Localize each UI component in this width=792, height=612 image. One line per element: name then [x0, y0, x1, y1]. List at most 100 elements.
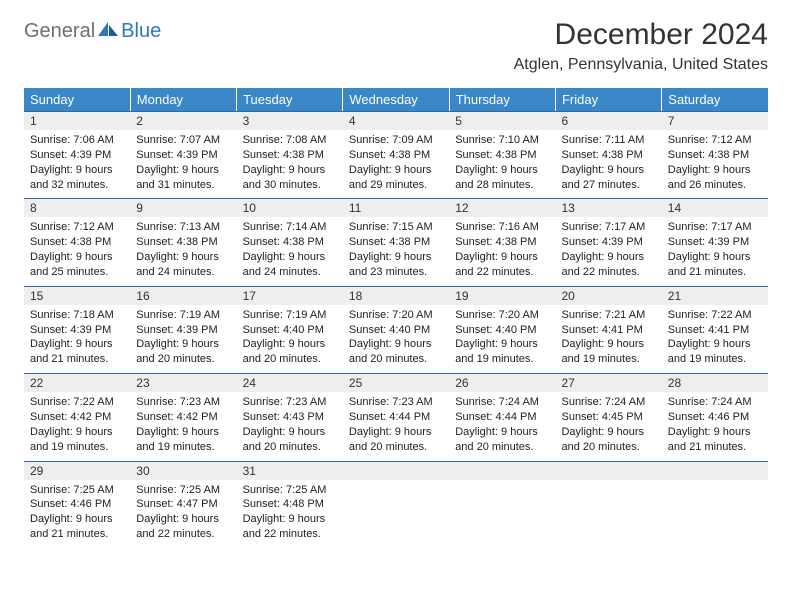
- daylight-line: Daylight: 9 hoursand 20 minutes.: [349, 338, 432, 365]
- daylight-line: Daylight: 9 hoursand 23 minutes.: [349, 251, 432, 278]
- weekday-header: Thursday: [449, 88, 555, 111]
- sunrise-line: Sunrise: 7:25 AM: [30, 484, 114, 496]
- day-number: 15: [24, 286, 130, 305]
- sunset-line: Sunset: 4:39 PM: [561, 236, 642, 248]
- day-number: 20: [555, 286, 661, 305]
- daylight-line: Daylight: 9 hoursand 29 minutes.: [349, 164, 432, 191]
- calendar-day-cell: 10Sunrise: 7:14 AMSunset: 4:38 PMDayligh…: [237, 198, 343, 285]
- day-body: Sunrise: 7:12 AMSunset: 4:38 PMDaylight:…: [662, 130, 768, 198]
- calendar-day-cell: [555, 461, 661, 548]
- day-number: 23: [130, 373, 236, 392]
- day-body: Sunrise: 7:17 AMSunset: 4:39 PMDaylight:…: [662, 217, 768, 285]
- day-body: Sunrise: 7:25 AMSunset: 4:47 PMDaylight:…: [130, 480, 236, 548]
- calendar-day-cell: 23Sunrise: 7:23 AMSunset: 4:42 PMDayligh…: [130, 373, 236, 460]
- sunrise-line: Sunrise: 7:25 AM: [243, 484, 327, 496]
- day-number: 30: [130, 461, 236, 480]
- day-number: 26: [449, 373, 555, 392]
- calendar-day-cell: [662, 461, 768, 548]
- sunrise-line: Sunrise: 7:10 AM: [455, 134, 539, 146]
- day-number: 6: [555, 111, 661, 130]
- day-body: Sunrise: 7:19 AMSunset: 4:39 PMDaylight:…: [130, 305, 236, 373]
- sunrise-line: Sunrise: 7:19 AM: [243, 309, 327, 321]
- calendar-week-row: 8Sunrise: 7:12 AMSunset: 4:38 PMDaylight…: [24, 198, 768, 285]
- sunset-line: Sunset: 4:43 PM: [243, 411, 324, 423]
- day-body: Sunrise: 7:15 AM Sunset: 4:38 PM Daylight:…: [343, 217, 449, 285]
- day-number: 24: [237, 373, 343, 392]
- sunset-line: Sunset: 4:38 PM: [349, 236, 430, 248]
- daylight-line: Daylight: 9 hoursand 20 minutes.: [243, 426, 326, 453]
- day-number: 28: [662, 373, 768, 392]
- day-number: 14: [662, 198, 768, 217]
- day-body: Sunrise: 7:20 AMSunset: 4:40 PMDaylight:…: [343, 305, 449, 373]
- sunrise-line: Sunrise: 7:24 AM: [561, 396, 645, 408]
- day-body: Sunrise: 7:16 AMSunset: 4:38 PMDaylight:…: [449, 217, 555, 285]
- day-body: Sunrise: 7:25 AMSunset: 4:46 PMDaylight:…: [24, 480, 130, 548]
- sunrise-line: Sunrise: 7:15 AM: [349, 221, 433, 233]
- calendar-page: General Blue December 2024 Atglen, Penns…: [0, 0, 792, 612]
- calendar-week-row: 22Sunrise: 7:22 AMSunset: 4:42 PMDayligh…: [24, 373, 768, 460]
- day-body: Sunrise: 7:12 AMSunset: 4:38 PMDaylight:…: [24, 217, 130, 285]
- sunset-line: Sunset: 4:39 PM: [136, 149, 217, 161]
- day-body: Sunrise: 7:23 AMSunset: 4:44 PMDaylight:…: [343, 392, 449, 460]
- day-body: Sunrise: 7:20 AMSunset: 4:40 PMDaylight:…: [449, 305, 555, 373]
- day-body: Sunrise: 7:10 AMSunset: 4:38 PMDaylight:…: [449, 130, 555, 198]
- sunset-line: Sunset: 4:46 PM: [30, 498, 111, 510]
- sunset-line: Sunset: 4:41 PM: [561, 324, 642, 336]
- day-body: Sunrise: 7:17 AMSunset: 4:39 PMDaylight:…: [555, 217, 661, 285]
- logo-text-blue: Blue: [121, 20, 161, 43]
- sunrise-line: Sunrise: 7:14 AM: [243, 221, 327, 233]
- calendar-day-cell: 22Sunrise: 7:22 AMSunset: 4:42 PMDayligh…: [24, 373, 130, 460]
- calendar-day-cell: 29Sunrise: 7:25 AMSunset: 4:46 PMDayligh…: [24, 461, 130, 548]
- day-number: 2: [130, 111, 236, 130]
- daylight-line: Daylight: 9 hoursand 20 minutes.: [136, 338, 219, 365]
- day-number: 11: [343, 198, 449, 217]
- sunrise-line: Sunrise: 7:22 AM: [668, 309, 752, 321]
- daylight-line: Daylight: 9 hoursand 21 minutes.: [30, 338, 113, 365]
- day-number: 10: [237, 198, 343, 217]
- sunset-line: Sunset: 4:39 PM: [30, 324, 111, 336]
- day-number: 22: [24, 373, 130, 392]
- daylight-line: Daylight: 9 hoursand 24 minutes.: [136, 251, 219, 278]
- day-number: 8: [24, 198, 130, 217]
- calendar-day-cell: 11 Sunrise: 7:15 AM Sunset: 4:38 PM Dayligh…: [343, 198, 449, 285]
- calendar-day-cell: 25Sunrise: 7:23 AMSunset: 4:44 PMDayligh…: [343, 373, 449, 460]
- page-title: December 2024: [514, 18, 768, 52]
- page-subtitle: Atglen, Pennsylvania, United States: [514, 56, 768, 74]
- daylight-line: Daylight: 9 hoursand 30 minutes.: [243, 164, 326, 191]
- weekday-header: Tuesday: [237, 88, 343, 111]
- calendar-day-cell: [449, 461, 555, 548]
- day-number: [555, 461, 661, 480]
- sunrise-line: Sunrise: 7:08 AM: [243, 134, 327, 146]
- day-body: Sunrise: 7:09 AMSunset: 4:38 PMDaylight:…: [343, 130, 449, 198]
- sunrise-line: Sunrise: 7:07 AM: [136, 134, 220, 146]
- day-body: Sunrise: 7:21 AMSunset: 4:41 PMDaylight:…: [555, 305, 661, 373]
- sunset-line: Sunset: 4:40 PM: [455, 324, 536, 336]
- day-number: 12: [449, 198, 555, 217]
- daylight-line: Daylight: 9 hoursand 31 minutes.: [136, 164, 219, 191]
- calendar-day-cell: 8Sunrise: 7:12 AMSunset: 4:38 PMDaylight…: [24, 198, 130, 285]
- sunrise-line: Sunrise: 7:24 AM: [668, 396, 752, 408]
- day-number: 19: [449, 286, 555, 305]
- day-number: 17: [237, 286, 343, 305]
- daylight-line: Daylight: 9 hoursand 26 minutes.: [668, 164, 751, 191]
- calendar-day-cell: 2 Sunrise: 7:07 AM Sunset: 4:39 PM Daylight…: [130, 111, 236, 198]
- sunrise-line: Sunrise: 7:13 AM: [136, 221, 220, 233]
- calendar-day-cell: 19Sunrise: 7:20 AMSunset: 4:40 PMDayligh…: [449, 286, 555, 373]
- sunrise-line: Sunrise: 7:16 AM: [455, 221, 539, 233]
- calendar-day-cell: 7Sunrise: 7:12 AMSunset: 4:38 PMDaylight…: [662, 111, 768, 198]
- calendar-week-row: 15Sunrise: 7:18 AMSunset: 4:39 PMDayligh…: [24, 286, 768, 373]
- weekday-header: Friday: [555, 88, 661, 111]
- sunset-line: Sunset: 4:40 PM: [243, 324, 324, 336]
- calendar-day-cell: 6Sunrise: 7:11 AMSunset: 4:38 PMDaylight…: [555, 111, 661, 198]
- sunrise-line: Sunrise: 7:25 AM: [136, 484, 220, 496]
- day-number: 13: [555, 198, 661, 217]
- sunset-line: Sunset: 4:38 PM: [349, 149, 430, 161]
- day-number: [449, 461, 555, 480]
- sunrise-line: Sunrise: 7:21 AM: [561, 309, 645, 321]
- calendar-day-cell: 31Sunrise: 7:25 AMSunset: 4:48 PMDayligh…: [237, 461, 343, 548]
- daylight-line: Daylight: 9 hoursand 19 minutes.: [668, 338, 751, 365]
- sunrise-line: Sunrise: 7:11 AM: [561, 134, 644, 146]
- daylight-line: Daylight: 9 hoursand 25 minutes.: [30, 251, 113, 278]
- day-body: Sunrise: 7:11 AMSunset: 4:38 PMDaylight:…: [555, 130, 661, 198]
- day-body: Sunrise: 7:06 AMSunset: 4:39 PMDaylight:…: [24, 130, 130, 198]
